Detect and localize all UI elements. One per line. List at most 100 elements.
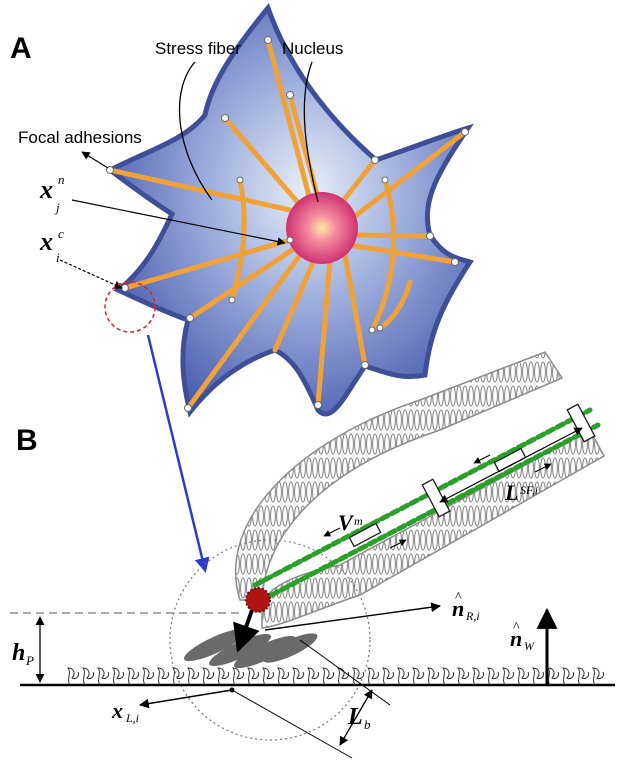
ligand-squiggle — [126, 667, 139, 686]
panel-label-a: A — [10, 32, 32, 65]
symbol-lsf: L — [504, 480, 518, 505]
ligand-squiggle — [546, 667, 559, 686]
integrin — [184, 628, 246, 662]
symbol-xic-sub: i — [56, 250, 60, 265]
focal-adhesion — [228, 296, 236, 304]
stress-fiber — [369, 177, 397, 333]
symbol-xl-sub: L,i — [125, 711, 139, 725]
stress-fiber — [347, 242, 458, 265]
label-nucleus: Nucleus — [282, 39, 343, 58]
ligand-squiggle — [81, 667, 94, 686]
stress-fiber — [229, 177, 247, 303]
leader-focal-adhesions — [81, 151, 109, 169]
ligand-squiggle — [96, 667, 109, 686]
symbol-hp: h — [12, 640, 25, 666]
ligand-squiggle — [351, 667, 364, 686]
lb-dimension — [339, 689, 373, 746]
lb-guide — [231, 689, 353, 759]
nr-vector — [264, 602, 441, 631]
focal-adhesion — [121, 284, 129, 292]
lsf-dimension — [439, 427, 583, 503]
stress-fibers — [107, 37, 468, 411]
symbol-xjn: x — [39, 175, 53, 204]
leader-nucleus — [303, 61, 319, 203]
arrow-xic — [59, 259, 123, 289]
ligand-squiggle — [576, 667, 589, 686]
ligand-squiggle — [66, 667, 79, 686]
stress-fiber — [222, 115, 303, 208]
ligand-squiggle — [561, 667, 574, 686]
integrin-cluster — [184, 628, 318, 669]
ligand-squiggle — [381, 667, 394, 686]
ligand-squiggle — [186, 667, 199, 686]
stress-fiber — [122, 237, 293, 291]
stress-fiber — [272, 255, 318, 353]
ligand-squiggle — [471, 667, 484, 686]
focal-adhesion — [221, 114, 229, 122]
symbol-nw-sub: W — [524, 639, 535, 653]
stress-fiber — [185, 252, 303, 411]
xl-vector — [139, 689, 233, 709]
motor-arrow — [323, 527, 341, 537]
ligand-squiggle — [306, 667, 319, 686]
ligand-squiggle — [111, 667, 124, 686]
label-stress-fiber: Stress fiber — [155, 39, 241, 58]
ligand-squiggle — [321, 667, 334, 686]
focal-adhesion — [368, 326, 376, 334]
ligand-squiggle — [171, 667, 184, 686]
adhesion-complex — [245, 587, 271, 613]
focal-adhesion — [376, 324, 384, 332]
focal-adhesion — [371, 156, 379, 164]
focal-adhesion — [461, 128, 469, 136]
ligand-squiggle — [441, 667, 454, 686]
focal-adhesion — [314, 401, 322, 409]
ligand-squiggle — [486, 667, 499, 686]
symbol-lb-sub: b — [364, 717, 371, 732]
symbol-hp-sub: P — [25, 653, 34, 668]
integrin — [262, 633, 318, 663]
lb-guide — [299, 639, 391, 706]
stress-fiber — [347, 129, 468, 223]
focal-adhesion — [106, 166, 114, 174]
stress-fiber — [265, 37, 313, 203]
focal-adhesion — [184, 404, 192, 412]
symbol-xjn-sub: j — [54, 200, 60, 215]
ligand-squiggle — [246, 667, 259, 686]
symbol-xic-sup: c — [58, 226, 64, 241]
focal-adhesion — [426, 232, 434, 240]
hat-nw: ^ — [513, 620, 520, 635]
ligand-squiggle — [516, 667, 529, 686]
label-focal-adhesions: Focal adhesions — [18, 128, 142, 147]
arrow-xjn — [71, 199, 286, 246]
ligand-squiggle — [531, 667, 544, 686]
stress-fiber — [342, 252, 368, 368]
symbol-lb: L — [347, 704, 363, 730]
z-disk — [566, 403, 596, 443]
ligand-squiggle — [501, 667, 514, 686]
leader-stress-fiber — [178, 61, 213, 201]
hat-nr: ^ — [455, 590, 462, 605]
symbol-xl: x — [111, 698, 123, 723]
focal-adhesion — [186, 314, 194, 322]
stress-fiber — [315, 257, 333, 408]
symbol-nw: n — [510, 626, 522, 651]
focal-adhesion — [236, 176, 244, 184]
ligand-squiggle — [366, 667, 379, 686]
stress-fiber — [377, 279, 413, 331]
symbol-xjn-sup: n — [58, 172, 65, 187]
ligand-squiggle — [261, 667, 274, 686]
actin-filament — [259, 422, 601, 603]
ligand-squiggle — [336, 667, 349, 686]
symbol-nr-sub: R,i — [465, 609, 480, 623]
stress-fiber — [187, 245, 298, 321]
ligand-squiggle — [396, 667, 409, 686]
symbol-nr: n — [452, 596, 464, 621]
symbol-lsf-sub: SF,i — [520, 483, 538, 497]
focal-adhesion — [361, 361, 369, 369]
myosin-motor — [348, 522, 382, 548]
symbol-vm-sub: m — [354, 514, 363, 528]
focal-adhesion-dots — [106, 36, 469, 412]
ligand-squiggle — [141, 667, 154, 686]
ligand-squiggle — [591, 667, 604, 686]
